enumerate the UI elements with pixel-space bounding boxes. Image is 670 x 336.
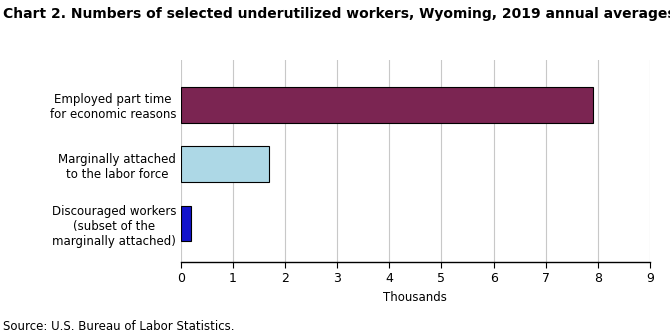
Bar [181,146,269,182]
Bar [181,87,592,123]
X-axis label: Thousands: Thousands [383,291,448,304]
Bar [181,206,192,241]
Text: Chart 2. Numbers of selected underutilized workers, Wyoming, 2019 annual average: Chart 2. Numbers of selected underutiliz… [3,7,670,21]
Text: Source: U.S. Bureau of Labor Statistics.: Source: U.S. Bureau of Labor Statistics. [3,320,235,333]
